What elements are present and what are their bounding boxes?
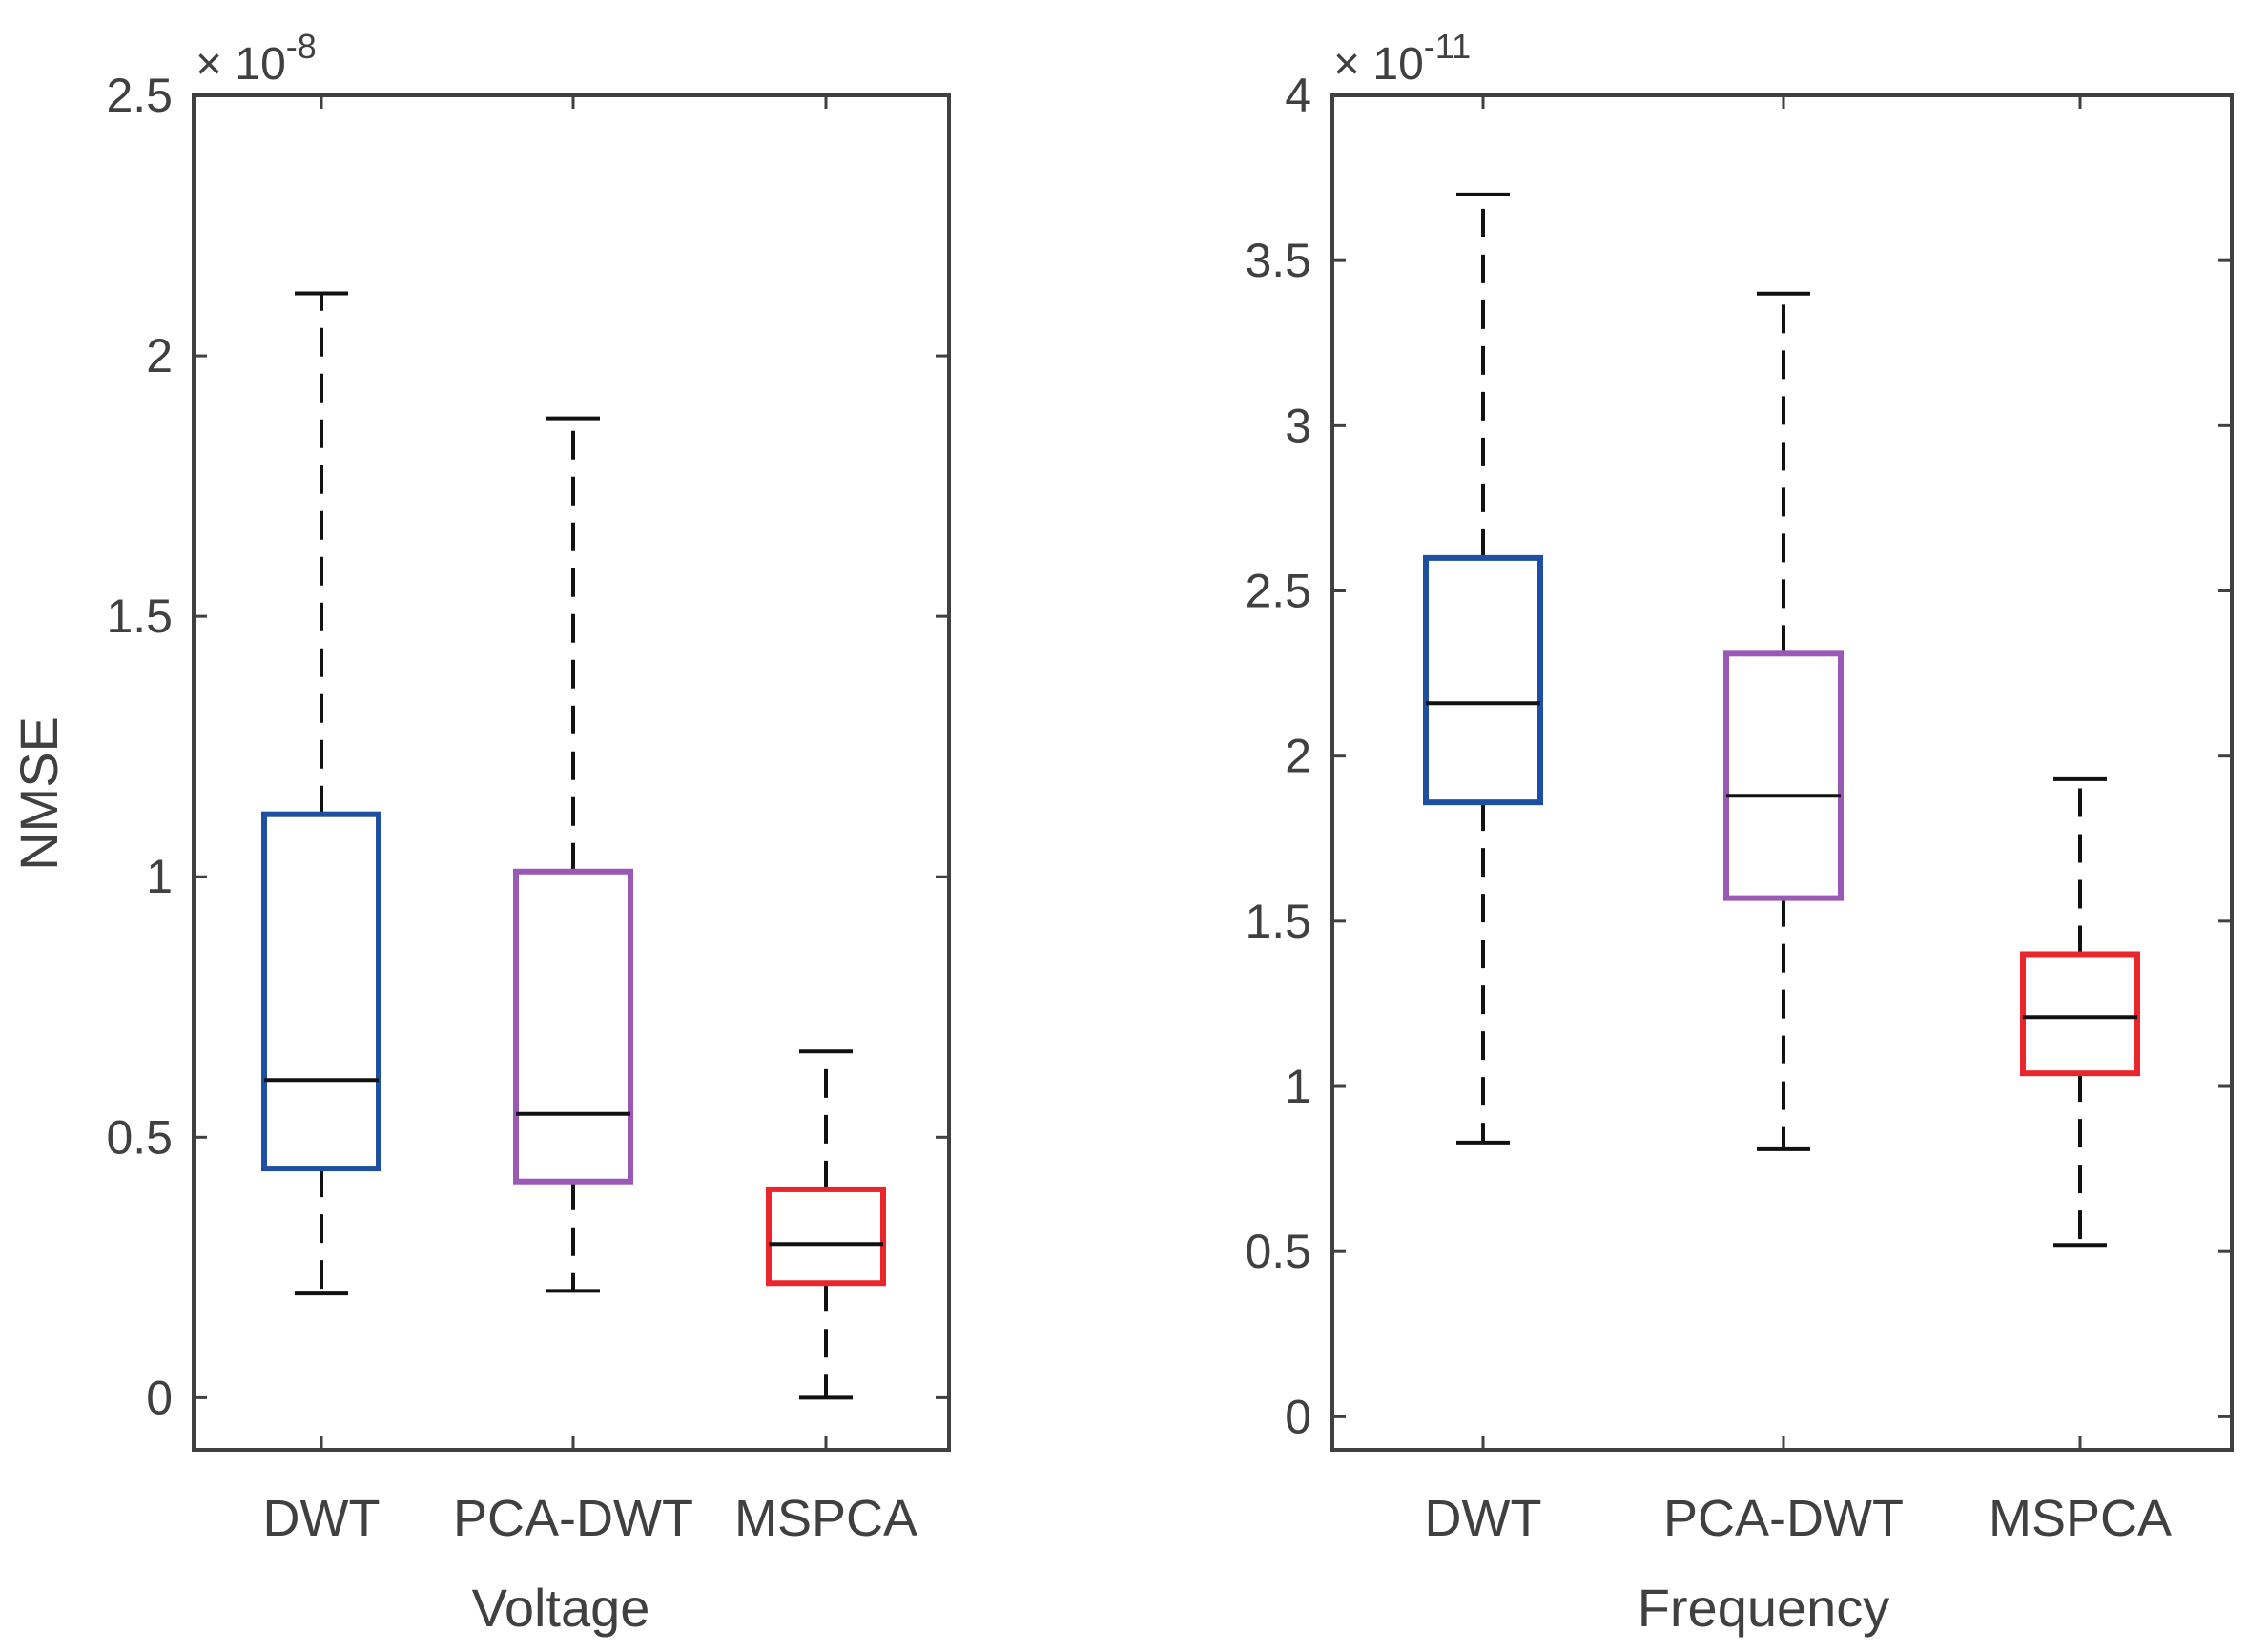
exponent-power-frequency: -11 [1424,27,1471,66]
y-tick-label: 2 [146,329,173,382]
x-axis-label-frequency: Frequency [1638,1578,1890,1638]
exponent-prefix-voltage: × 10 [196,39,286,90]
boxes-frequency [1423,192,2140,1248]
box-mspca-frequency [2020,776,2140,1248]
box-pca-dwt-voltage [513,416,633,1293]
y-tick-label: 1 [146,850,173,903]
y-tick-label: 0.5 [1245,1225,1311,1278]
y-tick-label: 1.5 [106,589,173,643]
y-tick-label: 2.5 [1245,565,1311,618]
x-tick-label-dwt: DWT [263,1490,381,1547]
y-ticks-frequency: 0 0.5 1 1.5 2 2.5 3 3.5 4 [1245,69,2232,1443]
x-tick-label-mspca: MSPCA [1989,1490,2172,1547]
y-tick-label: 1.5 [1245,895,1311,948]
iqr-box [1423,554,1543,806]
iqr-box [766,1186,886,1287]
y-tick-label: 0 [1285,1390,1311,1443]
y-tick-label: 4 [1285,69,1311,122]
panel-frequency: 0 0.5 1 1.5 2 2.5 3 3.5 4 DWT PCA-DWT MSPCA × 10-1… [1245,27,2234,1638]
y-tick-label: 0 [146,1371,173,1424]
iqr-box [1723,650,1844,901]
x-tick-label-mspca: MSPCA [734,1490,917,1547]
panel-voltage: 0 0.5 1 1.5 2 2.5 DWT PCA-DWT MSPCA × 10-8 Volt… [9,27,951,1638]
exponent-prefix-frequency: × 10 [1333,39,1424,90]
y-tick-label: 3.5 [1245,234,1311,287]
iqr-box [2020,951,2140,1077]
box-mspca-voltage [766,1049,886,1400]
x-tick-label-dwt: DWT [1425,1490,1542,1547]
box-pca-dwt-frequency [1723,291,1844,1151]
exponent-label-voltage: × 10-8 [196,27,317,90]
box-dwt-voltage [261,291,381,1296]
y-tick-label: 0.5 [106,1110,173,1164]
y-tick-label: 2.5 [106,69,173,122]
y-axis-label: NMSE [9,716,69,871]
y-tick-label: 1 [1285,1060,1311,1113]
x-ticks-voltage: DWT PCA-DWT MSPCA [263,95,917,1547]
boxes-voltage [261,291,886,1400]
y-ticks-voltage: 0 0.5 1 1.5 2 2.5 [106,69,949,1424]
exponent-power-voltage: -8 [286,27,317,66]
x-ticks-frequency: DWT PCA-DWT MSPCA [1425,95,2172,1547]
axes-frame-voltage [192,93,951,1452]
iqr-box [261,811,381,1172]
box-dwt-frequency [1423,192,1543,1145]
exponent-label-frequency: × 10-11 [1333,27,1471,90]
y-tick-label: 2 [1285,730,1311,783]
iqr-box [513,868,633,1185]
x-tick-label-pca-dwt: PCA-DWT [453,1490,693,1547]
x-tick-label-pca-dwt: PCA-DWT [1663,1490,1904,1547]
y-tick-label: 3 [1285,399,1311,452]
x-axis-label-voltage: Voltage [472,1578,650,1638]
